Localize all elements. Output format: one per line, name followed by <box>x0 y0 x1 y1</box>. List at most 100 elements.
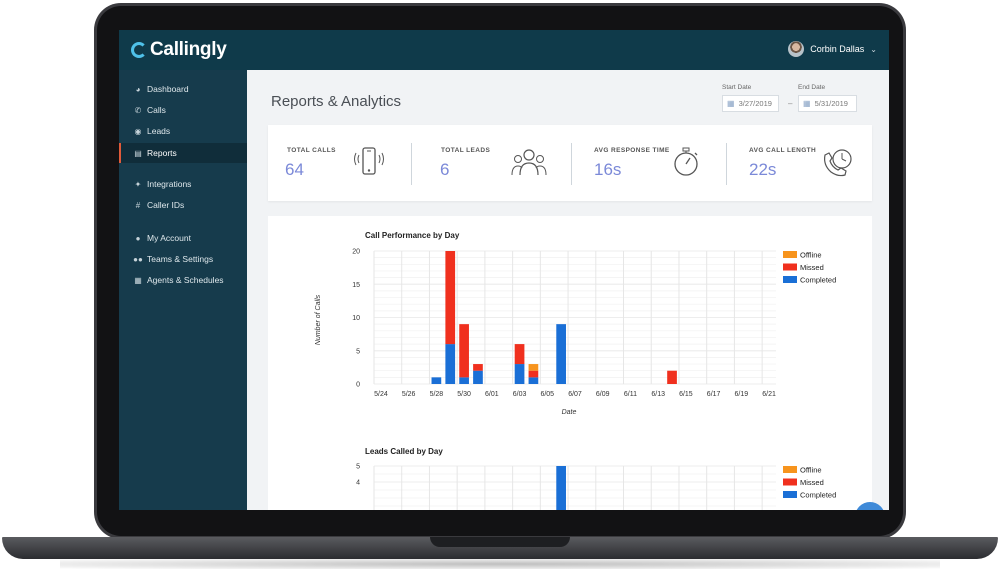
logo-icon <box>131 42 147 58</box>
dashboard-icon: ◕ <box>135 84 141 94</box>
sidebar-item-caller-ids[interactable]: # Caller IDs <box>119 195 247 215</box>
legend-label-completed: Completed <box>800 276 836 285</box>
sidebar-item-label: Dashboard <box>147 84 189 94</box>
sidebar-item-integrations[interactable]: ✦ Integrations <box>119 174 247 194</box>
help-chat-button[interactable] <box>855 502 885 510</box>
sidebar-item-label: Reports <box>147 148 177 158</box>
laptop-notch <box>430 537 570 547</box>
app-screen: Callingly Corbin Dallas ⌄ ◕ Dashboard ✆ … <box>119 30 889 510</box>
stat-label: AVG CALL LENGTH <box>749 147 817 154</box>
bar-offline-6-04[interactable] <box>528 364 539 371</box>
sidebar-item-label: Agents & Schedules <box>147 275 224 285</box>
bar-missed-5-31[interactable] <box>473 364 483 371</box>
x-tick-label: 6/13 <box>651 391 665 398</box>
user-icon: ● <box>135 233 141 243</box>
x-axis-label: Date <box>562 409 577 416</box>
x-tick-label: 6/17 <box>707 391 721 398</box>
calendar-icon: ▦ <box>727 99 735 108</box>
end-date-value: 5/31/2019 <box>814 99 848 108</box>
bar-completed-6-03[interactable] <box>514 364 525 384</box>
y-axis-label: Number of Calls <box>315 294 322 345</box>
sidebar-item-label: My Account <box>147 233 191 243</box>
bar-missed-6-14[interactable] <box>667 370 677 384</box>
legend-label-offline: Offline <box>800 466 822 475</box>
y-tick-label: 5 <box>356 348 360 355</box>
bar-completed-5-30[interactable] <box>459 377 469 384</box>
sidebar-item-my-account[interactable]: ● My Account <box>119 228 247 248</box>
calendar-icon: ▦ <box>803 99 811 108</box>
chart-card: Call Performance by Day Number of Calls … <box>268 216 872 510</box>
sidebar-item-label: Leads <box>147 126 171 136</box>
stat-value: 22s <box>749 160 777 179</box>
sidebar-item-reports[interactable]: ▤ Reports <box>119 143 247 163</box>
bar-completed-5-31[interactable] <box>473 370 483 384</box>
x-tick-label: 6/05 <box>540 391 554 398</box>
y-tick-label: 20 <box>352 249 360 256</box>
user-circle-icon: ◉ <box>134 126 142 136</box>
sidebar-item-agents-schedules[interactable]: ▦ Agents & Schedules <box>119 270 247 290</box>
x-tick-label: 6/03 <box>513 391 527 398</box>
sidebar-item-dashboard[interactable]: ◕ Dashboard <box>119 79 247 99</box>
bar-completed-5-29[interactable] <box>445 344 456 384</box>
start-date-field[interactable]: ▦ 3/27/2019 <box>722 95 779 112</box>
stat-value: 16s <box>594 160 622 179</box>
bar-missed-6-04[interactable] <box>528 370 539 378</box>
sidebar-item-label: Calls <box>147 105 166 115</box>
app-logo[interactable]: Callingly <box>131 38 227 62</box>
date-separator: – <box>788 99 793 108</box>
phone-icon: ✆ <box>134 105 142 115</box>
x-tick-label: 6/21 <box>762 391 776 398</box>
start-date-label: Start Date <box>722 84 752 91</box>
stat-value: 64 <box>285 160 304 179</box>
x-tick-label: 6/19 <box>735 391 749 398</box>
bar-missed-5-30[interactable] <box>459 324 469 378</box>
hash-icon: # <box>135 200 141 210</box>
x-tick-label: 6/11 <box>624 391 637 398</box>
y-tick-label: 15 <box>352 282 360 289</box>
bar-missed-5-29[interactable] <box>445 251 456 345</box>
y-tick-label: 5 <box>356 464 360 471</box>
bar-completed-5-28[interactable] <box>431 377 442 384</box>
laptop-base <box>2 537 998 559</box>
user-name: Corbin Dallas <box>810 44 865 54</box>
legend-label-missed: Missed <box>800 478 824 487</box>
chart-title: Leads Called by Day <box>365 447 443 456</box>
users-icon: ●● <box>133 254 143 264</box>
people-group-icon <box>511 149 547 176</box>
stat-total-leads: TOTAL LEADS 6 <box>419 125 569 201</box>
stat-avg-call-length: AVG CALL LENGTH 22s <box>728 125 872 201</box>
stopwatch-icon <box>674 147 698 176</box>
sidebar-item-label: Teams & Settings <box>147 254 214 264</box>
mobile-phone-icon <box>354 147 384 175</box>
call-performance-chart: Call Performance by Day Number of Calls … <box>315 231 836 416</box>
x-tick-label: 5/28 <box>430 391 444 398</box>
legend-swatch-missed <box>783 478 797 486</box>
sidebar-item-calls[interactable]: ✆ Calls <box>119 100 247 120</box>
end-date-label: End Date <box>798 84 826 91</box>
phone-clock-icon <box>824 149 852 177</box>
user-menu[interactable]: Corbin Dallas ⌄ <box>788 41 877 57</box>
x-tick-label: 6/15 <box>679 391 693 398</box>
sidebar-item-teams-settings[interactable]: ●● Teams & Settings <box>119 249 247 269</box>
stat-label: AVG RESPONSE TIME <box>594 147 670 154</box>
start-date-value: 3/27/2019 <box>738 99 772 108</box>
x-tick-label: 6/01 <box>485 391 499 398</box>
legend-label-missed: Missed <box>800 263 824 272</box>
sidebar-item-label: Caller IDs <box>147 200 185 210</box>
sidebar-item-leads[interactable]: ◉ Leads <box>119 121 247 141</box>
bar-completed-6-06[interactable] <box>556 324 566 384</box>
legend-swatch-completed <box>783 491 797 498</box>
charts-canvas: Call Performance by Day Number of Calls … <box>315 231 836 510</box>
stat-divider <box>411 143 412 185</box>
bar-chart-icon: ▤ <box>134 148 142 158</box>
chevron-down-icon: ⌄ <box>870 44 877 54</box>
wand-icon: ✦ <box>134 179 142 189</box>
end-date-field[interactable]: ▦ 5/31/2019 <box>798 95 857 112</box>
stat-label: TOTAL CALLS <box>287 147 336 154</box>
x-tick-label: 6/09 <box>596 391 610 398</box>
bar-missed-6-03[interactable] <box>514 344 525 365</box>
y-tick-label: 0 <box>356 382 360 389</box>
top-bar: Callingly Corbin Dallas ⌄ <box>119 30 889 70</box>
bar-completed-6-04[interactable] <box>528 377 539 384</box>
bar-completed-6-06[interactable] <box>556 466 566 510</box>
